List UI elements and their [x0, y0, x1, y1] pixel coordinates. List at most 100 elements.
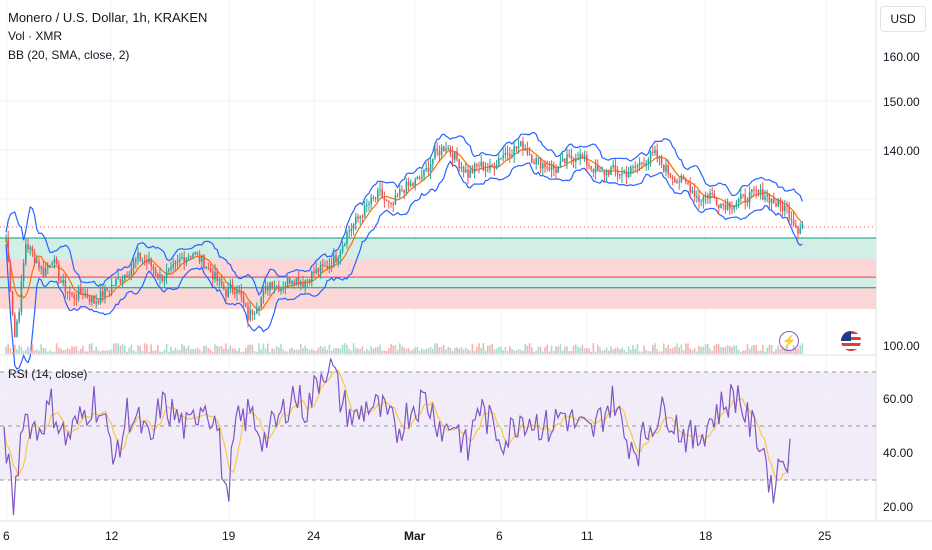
volume-bar [143, 343, 146, 354]
volume-bar [535, 350, 537, 354]
volume-bar [251, 344, 254, 354]
price-tag: 121.88 [882, 261, 919, 276]
volume-bar [80, 348, 82, 354]
candle-body [117, 278, 119, 280]
candle-body [75, 298, 78, 300]
volume-bar [337, 347, 339, 354]
volume-bar [315, 350, 317, 354]
volume-bar [104, 350, 106, 354]
volume-bar [500, 346, 502, 354]
volume-bar [511, 348, 513, 354]
candle-body [295, 277, 298, 285]
bollinger-legend[interactable]: BB (20, SMA, close, 2) [8, 48, 130, 62]
volume-bar [40, 344, 42, 354]
volume-bar [183, 345, 185, 354]
candle-body [751, 189, 753, 193]
volume-bar [260, 349, 262, 354]
candle-body [737, 198, 740, 203]
volume-bar [348, 348, 350, 354]
volume-bar [366, 348, 368, 354]
candle-body [407, 181, 410, 186]
candle-body [256, 309, 258, 314]
volume-bar [711, 350, 713, 354]
candle-body [269, 282, 271, 291]
volume-bar [660, 351, 663, 354]
candle-body [346, 232, 348, 244]
volume-bar [502, 350, 504, 354]
candle-body [7, 238, 9, 262]
candle-body [251, 309, 254, 315]
volume-bar [31, 343, 34, 354]
volume-bar [489, 344, 491, 354]
candle-body [60, 280, 62, 283]
candle-body [696, 196, 698, 198]
volume-bar [36, 349, 38, 354]
candle-body [671, 176, 674, 179]
volume-bar [720, 347, 722, 354]
candle-body [462, 166, 465, 173]
volume-bar [108, 350, 111, 354]
candle-body [260, 297, 262, 308]
candle-body [174, 262, 177, 265]
volume-bar [240, 351, 243, 354]
candle-body [572, 158, 575, 162]
volume-bar [150, 344, 152, 354]
candle-body [773, 198, 775, 204]
volume-bar [698, 345, 700, 354]
volume-bar [115, 343, 117, 354]
us-flag-icon[interactable] [841, 331, 861, 351]
volume-bar [707, 344, 709, 354]
lightning-icon[interactable]: ⚡ [779, 331, 799, 351]
candle-body [216, 271, 218, 281]
volume-bar [291, 347, 293, 354]
candle-body [638, 162, 641, 166]
chart-title[interactable]: Monero / U.S. Dollar, 1h, KRAKEN [8, 10, 208, 25]
candle-body [436, 149, 438, 152]
candle-body [108, 290, 111, 292]
volume-bar [47, 351, 49, 354]
candle-body [590, 166, 592, 169]
rsi-legend[interactable]: RSI (14, close) [8, 367, 88, 381]
price-zone [0, 277, 876, 288]
volume-bar [322, 347, 324, 354]
candle-body [396, 195, 399, 197]
candle-body [245, 302, 247, 307]
volume-bar [590, 351, 592, 354]
price-tag: 127.76 [882, 223, 919, 238]
volume-bar [128, 347, 130, 354]
volume-bar [649, 351, 652, 354]
volume-bar [553, 350, 555, 354]
candle-body [458, 159, 460, 169]
volume-bar [691, 350, 694, 354]
candle-body [249, 309, 251, 320]
candle-body [16, 321, 18, 337]
candle-body [418, 177, 421, 179]
volume-bar [726, 345, 729, 354]
candle-body [766, 194, 768, 197]
volume-bar [242, 351, 245, 354]
candle-body [522, 141, 524, 150]
volume-bar [377, 346, 379, 354]
candle-body [242, 296, 245, 303]
x-tick-label: 24 [307, 529, 321, 543]
candle-body [115, 279, 117, 286]
candle-body [456, 151, 458, 160]
candle-body [759, 189, 762, 194]
volume-bar [352, 343, 355, 354]
candle-body [377, 190, 379, 199]
candle-body [495, 164, 498, 169]
candle-body [176, 260, 179, 263]
volume-bar [601, 350, 603, 354]
candle-body [203, 255, 205, 269]
volume-bar [418, 350, 421, 354]
candle-body [405, 181, 408, 194]
currency-button[interactable]: USD [880, 6, 926, 32]
price-zone [0, 287, 876, 309]
volume-legend[interactable]: Vol · XMR [8, 29, 63, 43]
volume-bar [148, 351, 150, 354]
candle-body [608, 170, 610, 175]
candle-body [126, 275, 128, 278]
candle-body [627, 172, 630, 177]
volume-bar [214, 344, 216, 354]
